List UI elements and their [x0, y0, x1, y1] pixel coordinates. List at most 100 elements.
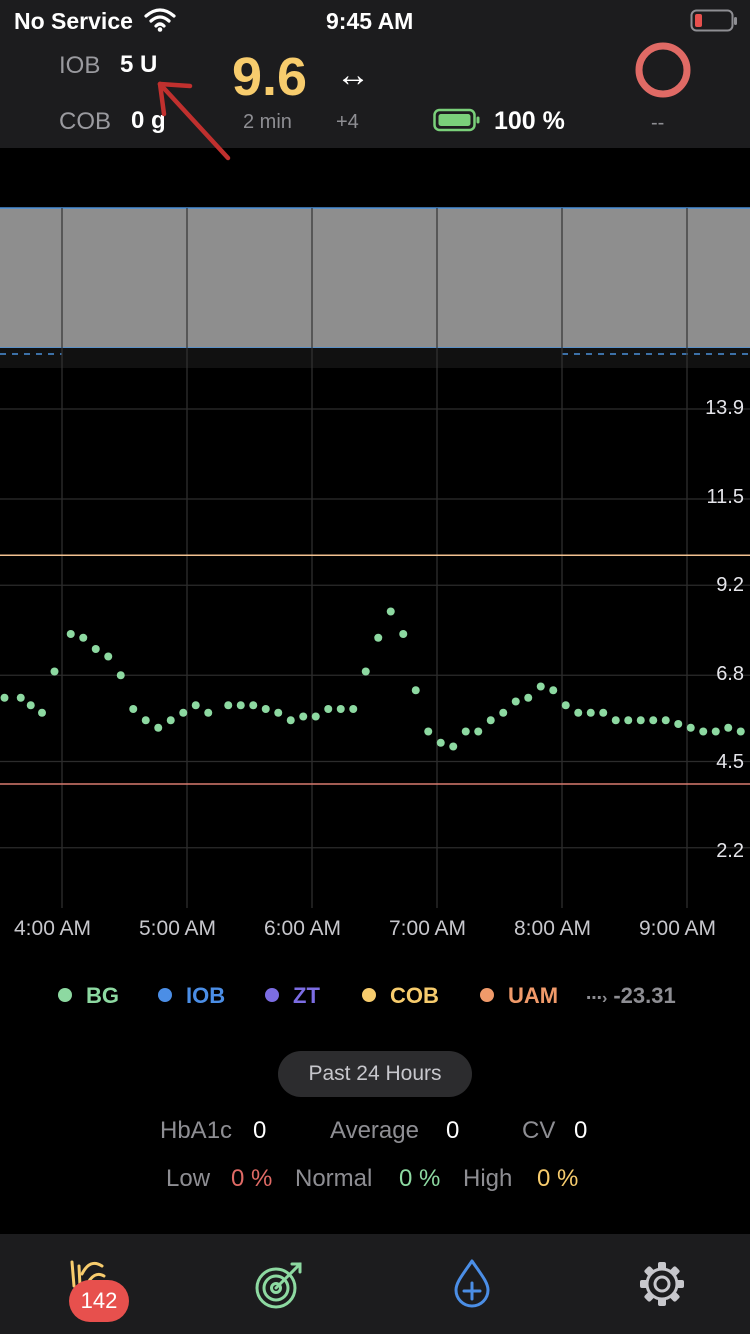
- bg-point: [16, 693, 25, 702]
- horizontal-gridlines: [0, 408, 750, 849]
- bg-point: [249, 701, 258, 710]
- loop-status-icon[interactable]: [633, 40, 693, 100]
- normal-label: Normal: [295, 1165, 373, 1192]
- header-panel: [0, 0, 750, 148]
- legend-dot: [158, 988, 172, 1003]
- bg-point: [474, 727, 483, 736]
- y-tick-label: 4.5: [716, 751, 744, 773]
- bg-point: [286, 716, 295, 725]
- bg-point: [411, 686, 420, 695]
- bg-point: [549, 686, 558, 695]
- bg-point: [166, 716, 175, 725]
- cob-label: COB: [59, 108, 112, 135]
- bg-point: [386, 607, 395, 616]
- bg-points: [0, 607, 745, 751]
- bg-point: [361, 667, 370, 676]
- bg-point: [38, 708, 46, 717]
- bg-point: [141, 716, 150, 725]
- bg-point: [399, 630, 408, 638]
- x-tick-label: 8:00 AM: [514, 917, 592, 940]
- x-tick-label: 5:00 AM: [139, 917, 217, 940]
- bg-point: [91, 645, 100, 653]
- bg-point: [611, 716, 620, 725]
- carrier-label: No Service: [14, 8, 133, 34]
- bg-point: [436, 738, 445, 747]
- dotted-arrow-icon: ⋯›: [586, 990, 608, 1007]
- bg-point: [536, 682, 545, 691]
- average-label: Average: [330, 1117, 419, 1144]
- trend-arrow-icon: ↔: [336, 56, 370, 94]
- tab-target-icon[interactable]: [254, 1260, 306, 1310]
- bg-point: [449, 742, 458, 751]
- iob-label: IOB: [59, 52, 101, 79]
- bg-value[interactable]: 9.6: [232, 47, 308, 107]
- bg-point: [599, 708, 608, 717]
- normal-value: 0 %: [399, 1165, 441, 1192]
- low-value: 0 %: [231, 1165, 273, 1192]
- legend-dot: [480, 988, 494, 1003]
- legend-zt: ZT: [265, 983, 320, 1009]
- cv-label: CV: [522, 1117, 556, 1144]
- y-tick-label: 9.2: [716, 574, 744, 596]
- x-tick-label: 7:00 AM: [389, 917, 467, 940]
- bg-point: [116, 671, 125, 680]
- hba1c-label: HbA1c: [160, 1117, 233, 1144]
- pump-battery-icon: [433, 108, 480, 132]
- gear-ring: [645, 1267, 679, 1301]
- bg-point: [724, 723, 733, 732]
- bg-point: [661, 716, 670, 725]
- hba1c-value: 0: [253, 1117, 267, 1144]
- bg-point: [129, 705, 138, 713]
- wifi-icon: [144, 8, 176, 32]
- legend-value: ⋯› -23.31: [586, 983, 676, 1008]
- bg-point: [711, 727, 720, 736]
- bg-point: [26, 701, 35, 710]
- bg-point: [674, 720, 683, 728]
- bg-point: [699, 727, 708, 736]
- bg-point: [649, 716, 658, 725]
- bg-point: [191, 701, 200, 710]
- bg-point: [236, 701, 245, 710]
- legend-uam: UAM: [480, 983, 558, 1009]
- legend-dot: [58, 988, 72, 1003]
- tab-treatment-drop-icon[interactable]: [452, 1258, 492, 1308]
- y-tick-label: 13.9: [705, 397, 744, 419]
- low-label: Low: [166, 1165, 211, 1192]
- cv-value: 0: [574, 1117, 588, 1144]
- bg-point: [336, 705, 345, 713]
- annotation-arrow-icon: [157, 81, 231, 161]
- status-time: 9:45 AM: [326, 8, 414, 34]
- legend-bg: BG: [58, 983, 119, 1009]
- bg-point: [79, 633, 88, 642]
- range-button[interactable]: Past 24 Hours: [278, 1051, 472, 1097]
- legend-iob: IOB: [158, 983, 225, 1009]
- glucose-chart[interactable]: [0, 148, 750, 948]
- iob-value: 5 U: [120, 51, 158, 78]
- bg-delta: +4: [336, 111, 359, 133]
- bg-point: [224, 701, 233, 710]
- x-tick-label: 6:00 AM: [264, 917, 342, 940]
- bg-point: [50, 667, 59, 676]
- loop-status-label: --: [651, 112, 665, 134]
- bg-point: [511, 697, 520, 706]
- pump-battery-value: 100 %: [494, 107, 565, 135]
- bg-point: [349, 705, 358, 713]
- bg-point: [0, 693, 9, 702]
- bg-point: [154, 723, 163, 732]
- bg-point: [499, 708, 508, 717]
- legend-dot: [265, 988, 279, 1003]
- bg-age: 2 min: [243, 111, 292, 133]
- bg-point: [374, 633, 383, 642]
- bg-point: [104, 652, 113, 661]
- y-tick-label: 2.2: [716, 840, 744, 862]
- phone-battery-icon: [690, 9, 737, 32]
- tab-settings-gear-icon[interactable]: [638, 1260, 686, 1308]
- tab-bar: [0, 1234, 750, 1334]
- x-tick-label: 9:00 AM: [639, 917, 717, 940]
- bg-point: [736, 727, 745, 736]
- bg-point: [324, 705, 333, 713]
- bg-point: [424, 727, 433, 736]
- bg-point: [624, 716, 633, 725]
- bg-point: [486, 716, 495, 725]
- x-tick-label: 4:00 AM: [14, 917, 92, 940]
